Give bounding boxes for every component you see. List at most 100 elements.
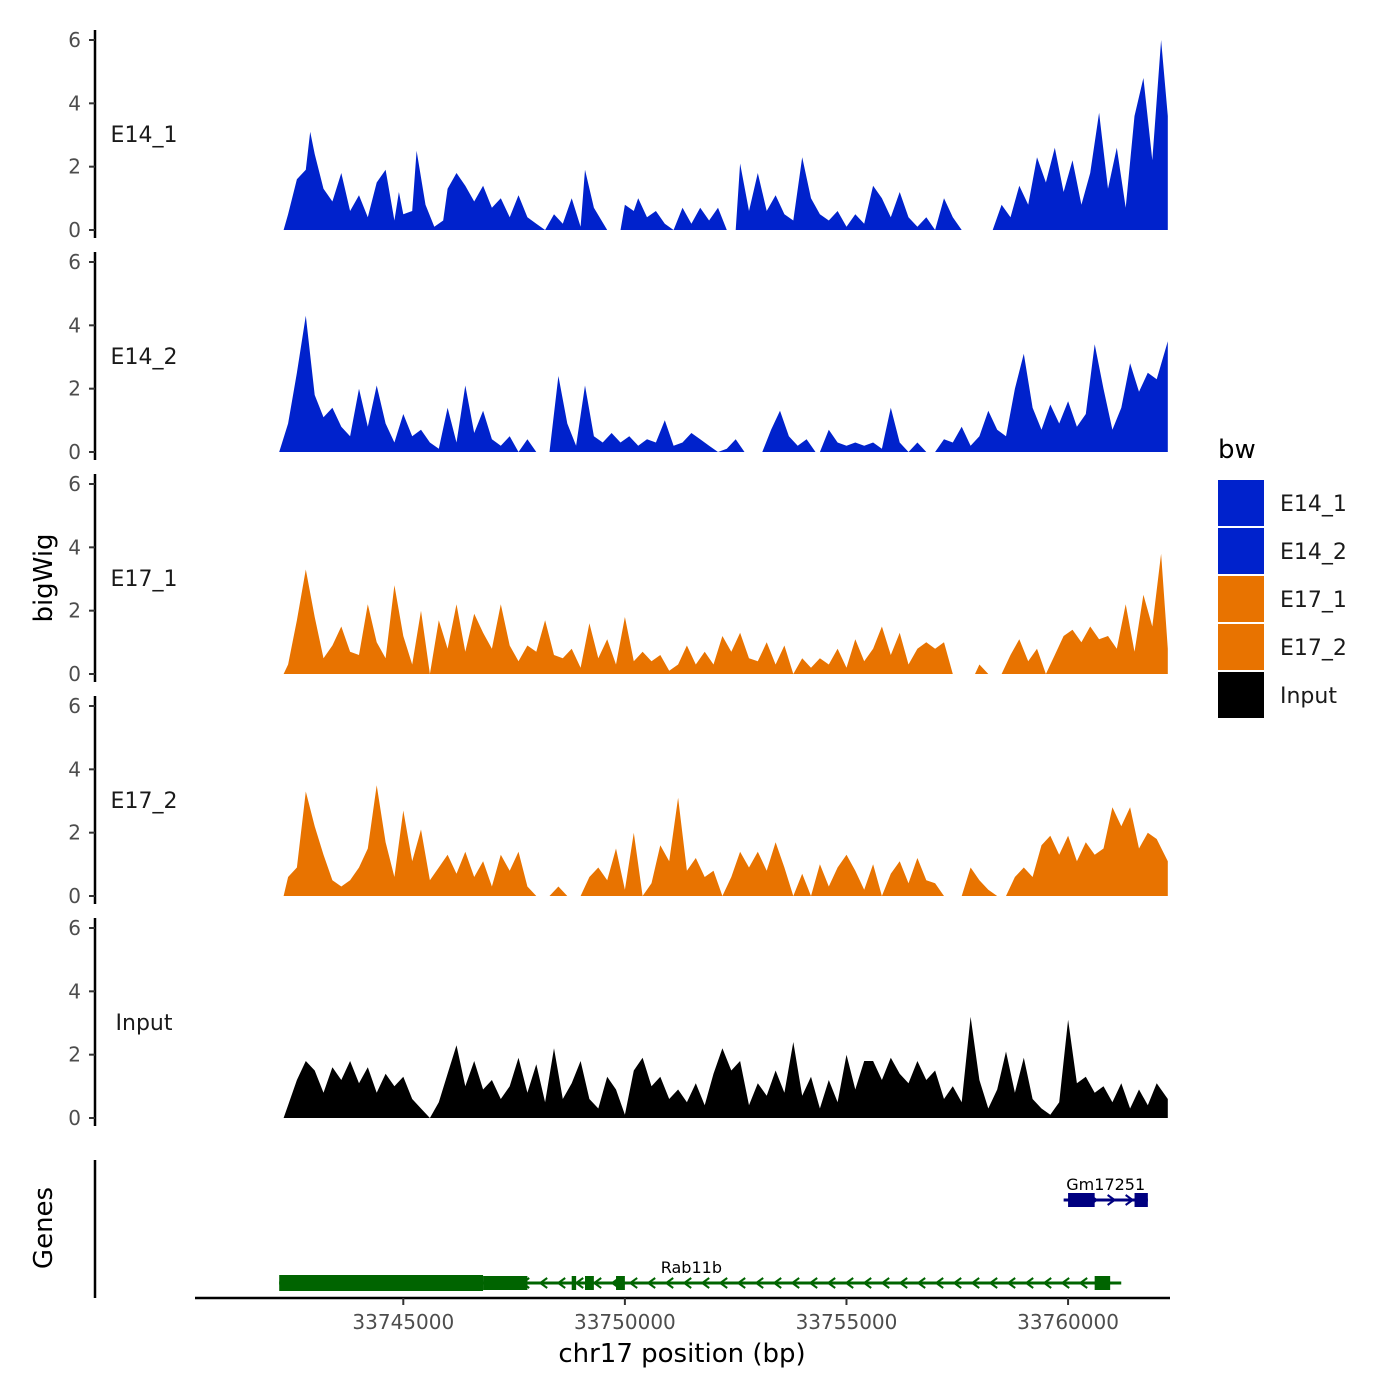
y-axis-title: bigWig bbox=[29, 533, 59, 622]
track-label-E17_1: E17_1 bbox=[111, 567, 178, 592]
area-Input bbox=[283, 1016, 1168, 1118]
exon-Rab11b-3 bbox=[585, 1276, 594, 1290]
strand-arrow-Rab11b bbox=[934, 1277, 944, 1289]
y-tick-label-E17_1-0: 0 bbox=[68, 662, 81, 686]
strand-arrow-Rab11b bbox=[808, 1277, 818, 1289]
y-tick-label-E14_1-2: 2 bbox=[68, 155, 81, 179]
y-tick-label-Input-6: 6 bbox=[68, 916, 81, 940]
strand-arrow-Rab11b bbox=[898, 1277, 908, 1289]
legend-swatch-E14_2 bbox=[1218, 528, 1264, 574]
track-label-E14_2: E14_2 bbox=[111, 345, 178, 370]
strand-arrow-Rab11b bbox=[862, 1277, 872, 1289]
strand-arrow-Rab11b bbox=[736, 1277, 746, 1289]
strand-arrow-Rab11b bbox=[970, 1277, 980, 1289]
x-axis-title: chr17 position (bp) bbox=[558, 1339, 805, 1369]
track-label-E17_2: E17_2 bbox=[111, 789, 178, 814]
y-tick-label-E17_2-2: 2 bbox=[68, 821, 81, 845]
strand-arrow-Rab11b bbox=[916, 1277, 926, 1289]
track-E17_2: 0 2 4 6 E17_2 bbox=[68, 694, 1168, 908]
legend-label-E17_2: E17_2 bbox=[1280, 636, 1347, 661]
strand-arrow-Rab11b bbox=[574, 1277, 584, 1289]
strand-arrow-Gm17251 bbox=[1107, 1194, 1117, 1206]
track-label-Input: Input bbox=[116, 1011, 173, 1036]
strand-arrow-Rab11b bbox=[772, 1277, 782, 1289]
strand-arrow-Rab11b bbox=[592, 1277, 602, 1289]
exon-Gm17251-1 bbox=[1134, 1193, 1148, 1207]
genes-panel: Gm17251 Rab11b bbox=[93, 1160, 1148, 1298]
area-E14_2 bbox=[279, 315, 1168, 452]
legend-swatch-E17_1 bbox=[1218, 576, 1264, 622]
y-tick-label-E17_1-2: 2 bbox=[68, 599, 81, 623]
gene-Rab11b: Rab11b bbox=[279, 1258, 1122, 1291]
gene-label-Rab11b: Rab11b bbox=[661, 1258, 722, 1277]
strand-arrow-Gm17251 bbox=[1125, 1194, 1135, 1206]
y-tick-label-E17_2-4: 4 bbox=[68, 757, 81, 781]
legend-title: bw bbox=[1218, 435, 1256, 465]
strand-arrow-Rab11b bbox=[1024, 1277, 1034, 1289]
exon-Rab11b-1 bbox=[483, 1276, 528, 1290]
track-E14_2: 0 2 4 6 E14_2 bbox=[68, 250, 1168, 464]
legend-swatch-E14_1 bbox=[1218, 480, 1264, 526]
x-axis: 33745000 33750000 33755000 33760000 bbox=[195, 1296, 1170, 1334]
track-label-E14_1: E14_1 bbox=[111, 123, 178, 148]
strand-arrow-Rab11b bbox=[1042, 1277, 1052, 1289]
area-E17_1 bbox=[283, 553, 1168, 674]
y-tick-label-E14_1-0: 0 bbox=[68, 218, 81, 242]
x-tick-label-33755000: 33755000 bbox=[796, 1310, 898, 1334]
strand-arrow-Rab11b bbox=[844, 1277, 854, 1289]
y-tick-label-E14_2-2: 2 bbox=[68, 377, 81, 401]
strand-arrow-Rab11b bbox=[988, 1277, 998, 1289]
legend-swatch-Input bbox=[1218, 672, 1264, 718]
x-tick-label-33745000: 33745000 bbox=[352, 1310, 454, 1334]
track-E17_1: 0 2 4 6 E17_1 bbox=[68, 472, 1168, 686]
strand-arrow-Rab11b bbox=[754, 1277, 764, 1289]
strand-arrow-Rab11b bbox=[538, 1277, 548, 1289]
x-tick-label-33760000: 33760000 bbox=[1017, 1310, 1119, 1334]
strand-arrow-Rab11b bbox=[790, 1277, 800, 1289]
strand-arrow-Rab11b bbox=[646, 1277, 656, 1289]
strand-arrow-Rab11b bbox=[700, 1277, 710, 1289]
strand-arrow-Rab11b bbox=[826, 1277, 836, 1289]
legend: bw E14_1 E14_2 E17_1 E17_2 Input bbox=[1218, 435, 1347, 718]
strand-arrow-Rab11b bbox=[1078, 1277, 1088, 1289]
area-E17_2 bbox=[283, 785, 1168, 896]
strand-arrow-Rab11b bbox=[1006, 1277, 1016, 1289]
y-tick-label-E14_2-0: 0 bbox=[68, 440, 81, 464]
y-tick-label-E17_2-0: 0 bbox=[68, 884, 81, 908]
strand-arrow-Rab11b bbox=[952, 1277, 962, 1289]
gene-Gm17251: Gm17251 bbox=[1063, 1175, 1148, 1207]
track-Input: 0 2 4 6 Input bbox=[68, 916, 1168, 1130]
x-tick-label-33750000: 33750000 bbox=[574, 1310, 676, 1334]
exon-Rab11b-0 bbox=[279, 1275, 484, 1291]
y-tick-label-E17_2-6: 6 bbox=[68, 694, 81, 718]
y-tick-label-Input-0: 0 bbox=[68, 1106, 81, 1130]
y-tick-label-Input-4: 4 bbox=[68, 979, 81, 1003]
y-tick-label-E14_2-4: 4 bbox=[68, 313, 81, 337]
y-tick-label-E14_1-4: 4 bbox=[68, 91, 81, 115]
legend-swatch-E17_2 bbox=[1218, 624, 1264, 670]
legend-label-Input: Input bbox=[1280, 684, 1337, 709]
track-E14_1: 0 2 4 6 E14_1 bbox=[68, 28, 1168, 242]
legend-label-E14_1: E14_1 bbox=[1280, 492, 1347, 517]
legend-label-E17_1: E17_1 bbox=[1280, 588, 1347, 613]
strand-arrow-Rab11b bbox=[718, 1277, 728, 1289]
strand-arrow-Rab11b bbox=[628, 1277, 638, 1289]
strand-arrow-Rab11b bbox=[556, 1277, 566, 1289]
strand-arrow-Rab11b bbox=[664, 1277, 674, 1289]
exon-Rab11b-4 bbox=[616, 1276, 625, 1290]
strand-arrow-Rab11b bbox=[880, 1277, 890, 1289]
signal-tracks: 0 2 4 6 E14_1 0 2 4 6 E14_2 0 2 4 6 E17_1 0 2 4 6 E17_2 0 2 4 6… bbox=[68, 28, 1168, 1130]
strand-arrow-Rab11b bbox=[682, 1277, 692, 1289]
gene-label-Gm17251: Gm17251 bbox=[1066, 1175, 1145, 1194]
y-tick-label-E14_1-6: 6 bbox=[68, 28, 81, 52]
legend-label-E14_2: E14_2 bbox=[1280, 540, 1347, 565]
y-tick-label-Input-2: 2 bbox=[68, 1043, 81, 1067]
exon-Gm17251-0 bbox=[1068, 1193, 1095, 1207]
y-tick-label-E17_1-6: 6 bbox=[68, 472, 81, 496]
strand-arrow-Rab11b bbox=[1060, 1277, 1070, 1289]
area-E14_1 bbox=[283, 40, 1168, 230]
y-tick-label-E17_1-4: 4 bbox=[68, 535, 81, 559]
exon-Rab11b-5 bbox=[1094, 1276, 1111, 1290]
y-tick-label-E14_2-6: 6 bbox=[68, 250, 81, 274]
